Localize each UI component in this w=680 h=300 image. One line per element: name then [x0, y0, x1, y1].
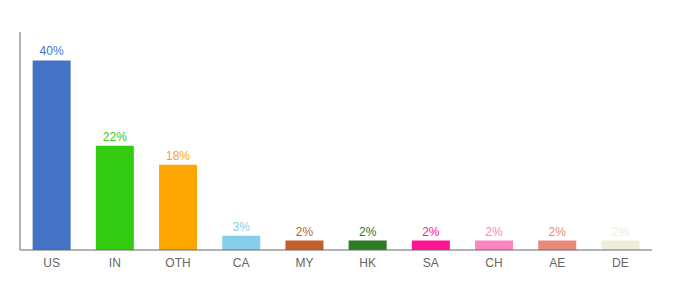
svg-text:40%: 40%	[40, 44, 64, 58]
svg-text:OTH: OTH	[165, 256, 190, 270]
svg-text:2%: 2%	[612, 225, 630, 239]
svg-text:2%: 2%	[359, 225, 377, 239]
svg-text:2%: 2%	[422, 225, 440, 239]
svg-text:IN: IN	[109, 256, 121, 270]
svg-text:AE: AE	[549, 256, 565, 270]
svg-text:CH: CH	[485, 256, 502, 270]
svg-text:MY: MY	[295, 256, 313, 270]
svg-text:22%: 22%	[103, 130, 127, 144]
svg-text:SA: SA	[423, 256, 439, 270]
svg-text:2%: 2%	[549, 225, 567, 239]
svg-text:HK: HK	[359, 256, 376, 270]
svg-text:CA: CA	[233, 256, 250, 270]
svg-text:2%: 2%	[485, 225, 503, 239]
svg-text:DE: DE	[612, 256, 629, 270]
svg-text:18%: 18%	[166, 149, 190, 163]
svg-text:3%: 3%	[233, 220, 251, 234]
svg-text:US: US	[43, 256, 60, 270]
svg-text:2%: 2%	[296, 225, 314, 239]
